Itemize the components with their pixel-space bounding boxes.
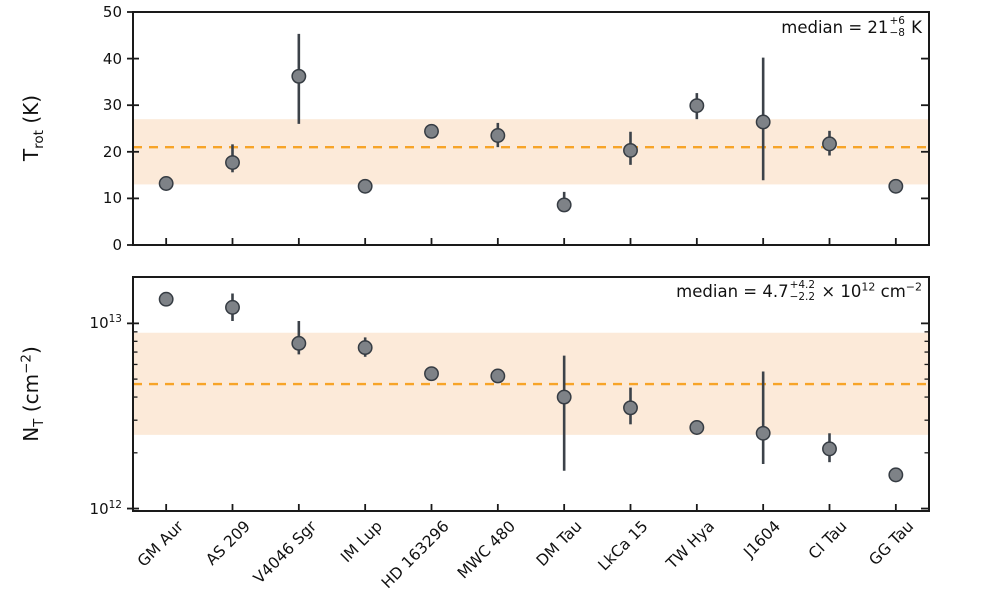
- median-nt-value: median = 4.7: [676, 282, 789, 301]
- y-axis-label-nt: NT (cm−2): [18, 346, 47, 442]
- y-tick-label: 20: [102, 142, 122, 161]
- data-point-marker: [291, 335, 307, 351]
- median-band-trot: [133, 119, 929, 185]
- data-point-marker: [888, 178, 904, 194]
- ylabel-nt-units-pre: (cm: [19, 373, 43, 419]
- median-trot-err-plus: +6: [889, 15, 905, 28]
- ylabel-trot-base: T: [19, 148, 43, 162]
- axes-spines-trot: [132, 11, 930, 246]
- median-nt-times: × 10: [816, 282, 862, 301]
- data-point-marker: [755, 425, 771, 441]
- data-point-marker: [357, 178, 373, 194]
- median-annotation-nt: median = 4.7 +4.2 −2.2 × 1012 cm−2: [676, 279, 922, 304]
- y-axis-label-trot: Trot (K): [19, 94, 47, 162]
- ylabel-trot-sub: rot: [31, 130, 47, 149]
- data-point-marker: [225, 155, 240, 170]
- data-point-marker: [490, 368, 506, 384]
- data-point-marker: [424, 366, 439, 382]
- data-point-marker: [623, 400, 638, 416]
- data-point-marker: [556, 389, 572, 405]
- y-tick-label: 40: [102, 49, 122, 68]
- data-point-marker: [158, 176, 174, 191]
- median-nt-unit-exp: −2: [905, 280, 922, 294]
- data-point-marker: [556, 197, 572, 213]
- median-trot-unit: K: [905, 18, 922, 37]
- median-nt-unit: cm: [875, 282, 906, 301]
- median-trot-err-minus: −8: [889, 26, 905, 39]
- ylabel-nt-sub: T: [31, 418, 47, 427]
- axes-spines-nt: [132, 276, 930, 512]
- data-point-marker: [357, 340, 373, 356]
- data-point-marker: [623, 142, 638, 158]
- median-annotation-trot: median = 21 +6 −8 K: [781, 15, 922, 40]
- data-point-marker: [291, 68, 307, 84]
- data-point-marker: [689, 98, 705, 114]
- median-nt-err-minus: −2.2: [789, 290, 816, 303]
- data-point-marker: [689, 420, 705, 435]
- y-tick-label: 30: [102, 96, 122, 115]
- data-point-marker: [888, 467, 904, 483]
- y-tick-label: 50: [102, 3, 122, 21]
- median-trot-errors: +6 −8: [888, 15, 905, 39]
- median-nt-exp: 12: [861, 280, 876, 294]
- y-tick-label: 1013: [89, 313, 122, 333]
- median-trot-value: median = 21: [781, 18, 889, 37]
- data-point-marker: [822, 441, 837, 457]
- median-nt-err-plus: +4.2: [789, 279, 816, 292]
- ylabel-trot-units: (K): [19, 94, 43, 131]
- data-point-marker: [755, 114, 771, 130]
- data-point-marker: [490, 128, 506, 143]
- y-tick-label: 10: [102, 189, 122, 208]
- y-tick-label: 1012: [89, 498, 122, 518]
- median-nt-errors: +4.2 −2.2: [789, 279, 817, 303]
- y-tick-label: 0: [112, 236, 122, 254]
- ylabel-nt-units-exp: −2: [18, 354, 35, 374]
- data-point-marker: [822, 136, 837, 152]
- data-point-marker: [225, 299, 240, 315]
- ylabel-nt-units-post: ): [19, 346, 43, 355]
- data-point-marker: [424, 123, 439, 139]
- ylabel-nt-base: N: [19, 426, 43, 442]
- data-point-marker: [158, 291, 174, 307]
